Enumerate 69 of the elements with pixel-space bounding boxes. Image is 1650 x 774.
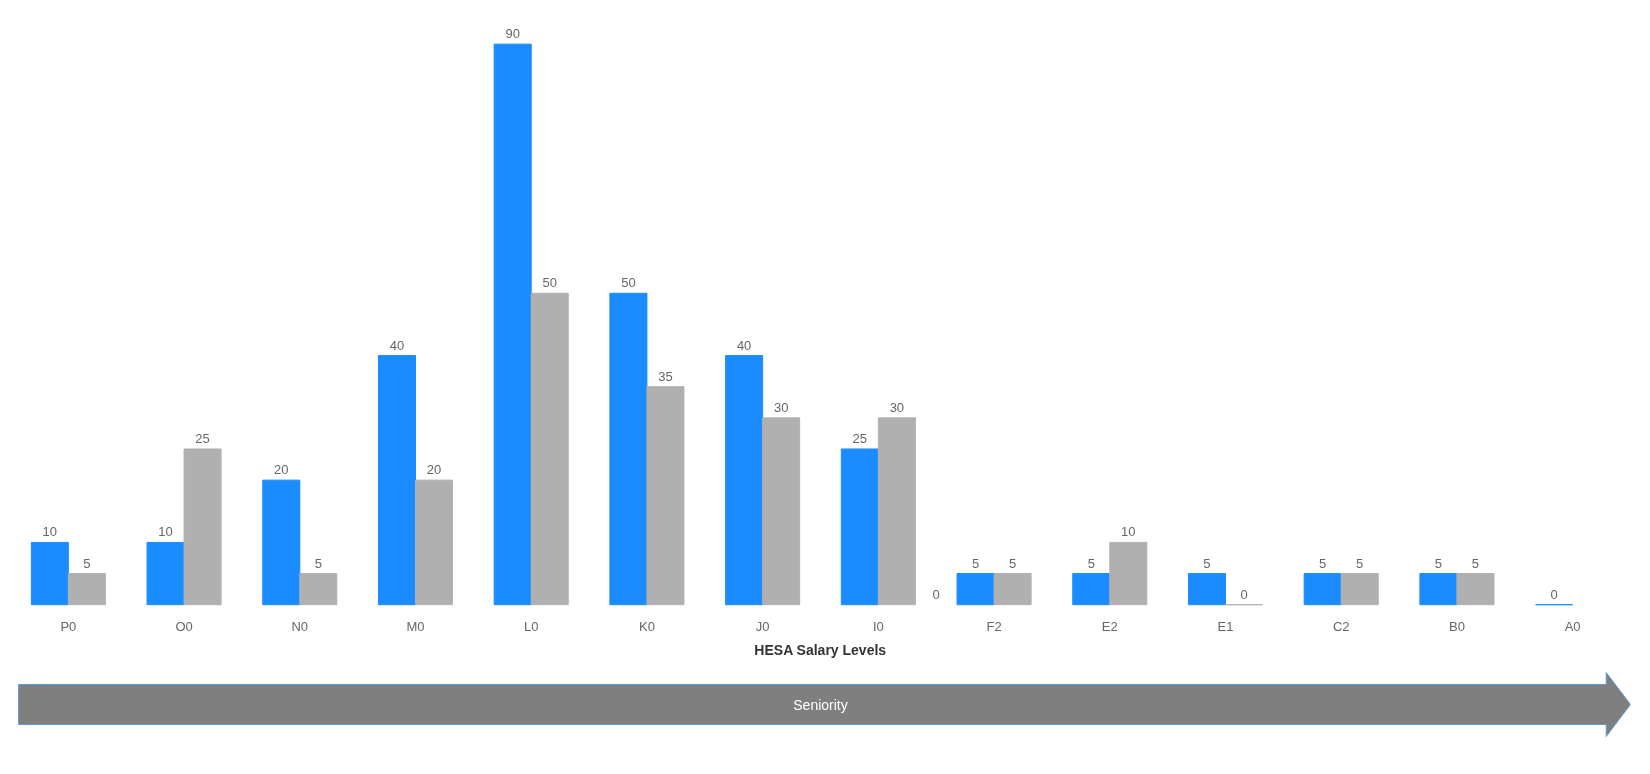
text: Seniority — [793, 696, 848, 713]
data-label: 5 — [1434, 555, 1443, 571]
x-tick-label: P0 — [60, 618, 77, 634]
bar — [377, 355, 416, 606]
bar — [993, 573, 1032, 606]
data-label: 90 — [505, 26, 520, 42]
data-label: 0 — [1550, 586, 1558, 602]
x-tick-label: E2 — [1101, 618, 1118, 634]
x-tick-label: K0 — [638, 618, 655, 634]
bar — [30, 541, 69, 606]
bar — [1340, 573, 1379, 606]
x-tick-label: B0 — [1448, 618, 1465, 634]
x-tick-label: O0 — [175, 618, 193, 634]
data-label: 30 — [889, 399, 905, 415]
data-label: 10 — [1121, 524, 1136, 540]
data-label: 40 — [389, 337, 405, 353]
data-label: 35 — [658, 368, 673, 384]
data-label: 10 — [42, 524, 58, 540]
bar — [840, 448, 879, 606]
bar — [493, 43, 532, 606]
x-tick-label: M0 — [406, 618, 425, 634]
x-tick-label: J0 — [755, 618, 770, 634]
x-tick-label: F2 — [986, 618, 1002, 634]
data-label: 5 — [1471, 555, 1480, 571]
data-label: 5 — [971, 555, 980, 571]
x-tick-label: L0 — [523, 618, 539, 634]
bar — [1456, 573, 1495, 606]
data-label: 5 — [1319, 555, 1327, 571]
bar — [877, 417, 916, 606]
data-label: 10 — [158, 524, 173, 540]
bar — [1187, 573, 1226, 606]
data-label: 5 — [1008, 555, 1017, 571]
data-label: 50 — [542, 275, 557, 291]
annotation: 0 — [932, 586, 940, 602]
bar — [956, 573, 995, 606]
bar — [1109, 541, 1148, 606]
bar — [146, 541, 185, 606]
bar — [609, 292, 648, 606]
data-label: 25 — [852, 430, 868, 446]
bar — [183, 448, 222, 606]
data-label: 20 — [274, 462, 289, 478]
bar — [299, 573, 338, 606]
data-label: 30 — [773, 399, 789, 415]
bar — [1303, 573, 1342, 606]
data-label: 50 — [621, 275, 636, 291]
x-tick-label: I0 — [872, 618, 884, 634]
x-tick-label: N0 — [291, 618, 309, 634]
data-label: 40 — [736, 337, 752, 353]
data-label: 5 — [1356, 555, 1364, 571]
data-label: 25 — [195, 430, 210, 446]
data-label: 5 — [83, 555, 91, 571]
data-label: 20 — [426, 462, 442, 478]
bar — [646, 386, 685, 606]
x-axis-title: HESA Salary Levels — [754, 641, 887, 658]
x-tick-label: C2 — [1332, 618, 1350, 634]
bar — [415, 479, 454, 606]
data-label: 5 — [314, 555, 322, 571]
x-tick-label: E1 — [1217, 618, 1234, 634]
data-label: 0 — [1240, 586, 1248, 602]
bar — [1419, 573, 1458, 606]
data-label: 5 — [1203, 555, 1211, 571]
bar — [262, 479, 301, 606]
bar — [530, 292, 569, 606]
x-tick-label: A0 — [1564, 618, 1581, 634]
bar — [762, 417, 801, 606]
bar — [1072, 573, 1111, 606]
bar — [67, 573, 106, 606]
data-label: 5 — [1087, 555, 1095, 571]
bar — [725, 355, 764, 606]
